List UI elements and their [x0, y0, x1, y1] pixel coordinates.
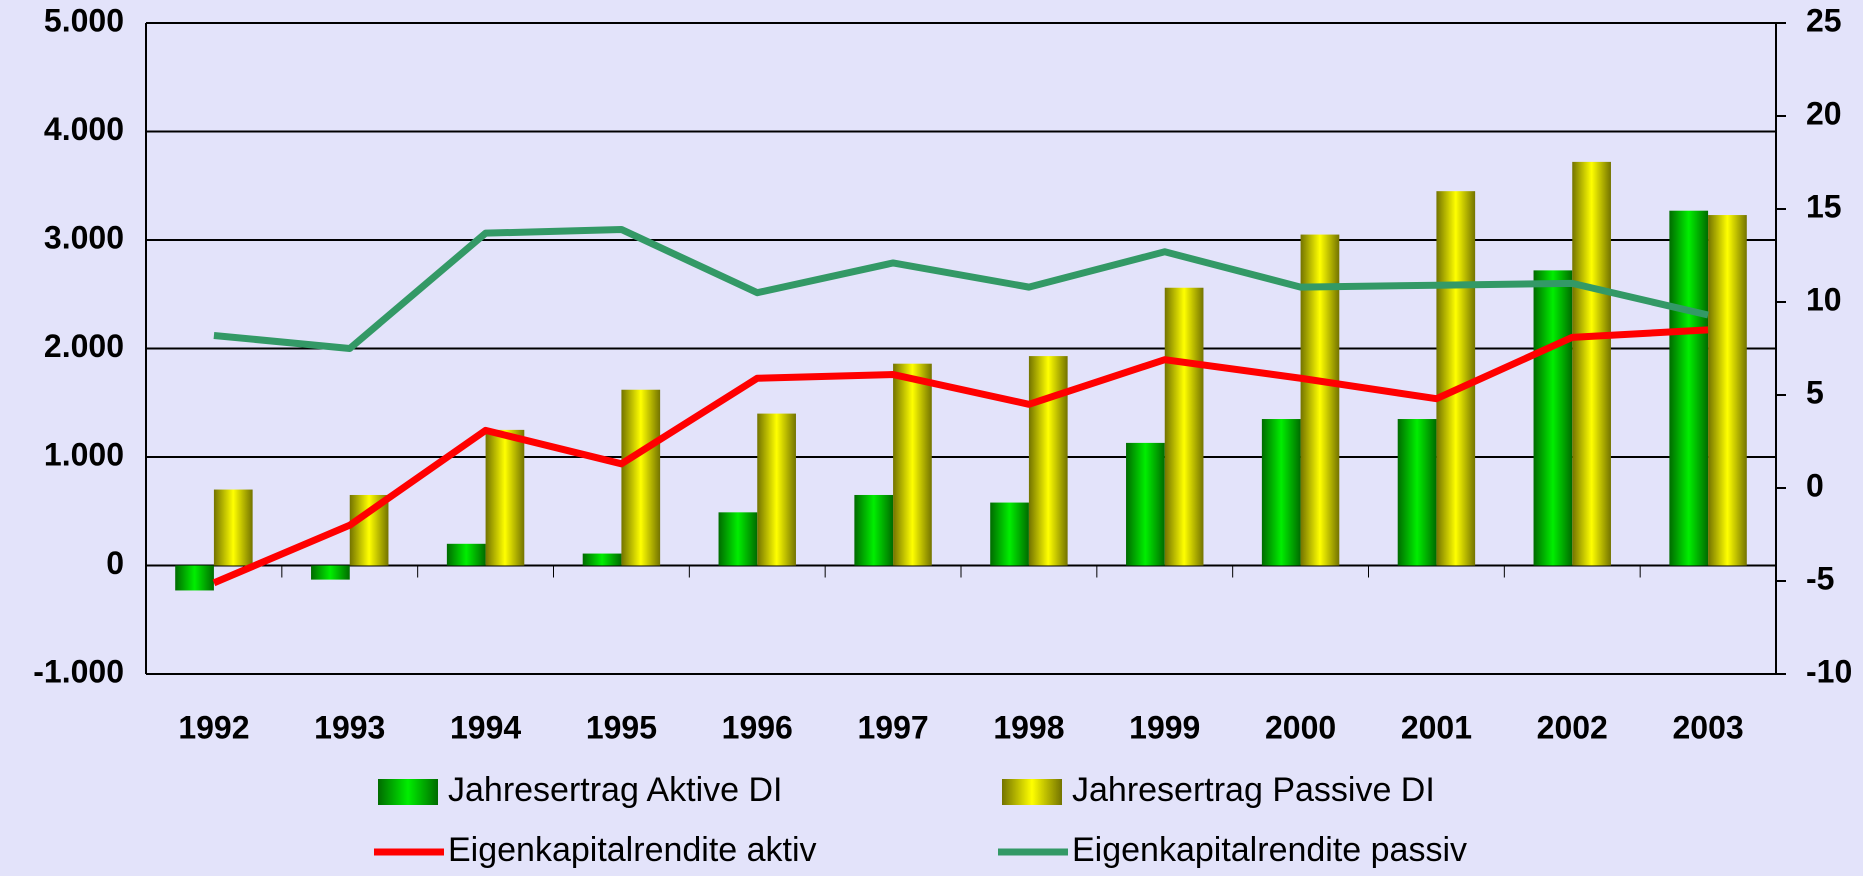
- bar: [718, 512, 758, 566]
- y-tick-label: 3.000: [44, 219, 124, 255]
- bar: [1261, 419, 1301, 566]
- bar: [893, 363, 932, 566]
- bar: [621, 389, 661, 566]
- y-tick-label: 4.000: [44, 111, 124, 147]
- legend-label: Jahresertrag Aktive DI: [448, 771, 782, 809]
- bar: [311, 565, 350, 580]
- y2-tick-label: 5: [1806, 374, 1824, 410]
- y-tick-label: 5.000: [44, 2, 124, 38]
- line: [212, 326, 1709, 587]
- bar: [1028, 356, 1068, 566]
- bar: [1397, 419, 1437, 566]
- x-tick-label: 1998: [993, 709, 1064, 745]
- bar: [485, 429, 525, 566]
- y-tick-label: 0: [106, 545, 124, 581]
- x-tick-label: 1999: [1129, 709, 1200, 745]
- bar: [1669, 210, 1709, 566]
- legend-label: Eigenkapitalrendite aktiv: [448, 831, 817, 869]
- bar: [990, 502, 1029, 566]
- y2-tick-label: 10: [1806, 281, 1842, 317]
- x-tick-label: 1993: [314, 709, 385, 745]
- y2-tick-label: 25: [1806, 2, 1842, 38]
- x-tick-label: 2000: [1265, 709, 1336, 745]
- legend-swatch: [1002, 779, 1062, 805]
- y2-tick-label: 0: [1806, 467, 1824, 503]
- x-tick-label: 1996: [722, 709, 793, 745]
- x-tick-label: 1992: [178, 709, 249, 745]
- bar: [582, 553, 622, 566]
- legend-label: Jahresertrag Passive DI: [1072, 771, 1435, 809]
- x-tick-label: 1995: [586, 709, 657, 745]
- x-tick-label: 1994: [450, 709, 521, 745]
- y-tick-label: -1.000: [33, 653, 124, 689]
- x-tick-label: 2001: [1401, 709, 1472, 745]
- bar: [1572, 161, 1611, 566]
- legend-label: Eigenkapitalrendite passiv: [1072, 831, 1467, 869]
- x-tick-label: 2002: [1537, 709, 1608, 745]
- x-tick-label: 1997: [857, 709, 928, 745]
- y-tick-label: 2.000: [44, 328, 124, 364]
- bar: [175, 565, 214, 591]
- y2-tick-label: 15: [1806, 188, 1842, 224]
- y2-tick-label: -10: [1806, 653, 1852, 689]
- bar: [1708, 215, 1747, 566]
- bar: [446, 543, 486, 566]
- bar: [1533, 270, 1573, 566]
- line: [213, 225, 1709, 352]
- bar: [1436, 191, 1476, 566]
- bar: [1126, 442, 1165, 566]
- bar: [1164, 287, 1204, 566]
- y-tick-label: 1.000: [44, 436, 124, 472]
- bar: [854, 494, 894, 566]
- y2-tick-label: -5: [1806, 560, 1834, 596]
- x-tick-label: 2003: [1672, 709, 1743, 745]
- bar: [757, 413, 796, 566]
- legend-swatch: [378, 779, 438, 805]
- y2-tick-label: 20: [1806, 95, 1842, 131]
- bar: [213, 489, 253, 566]
